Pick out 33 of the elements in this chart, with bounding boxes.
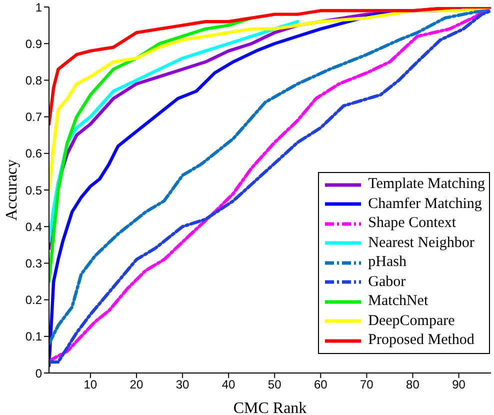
y-tick-label: 0.8 (25, 73, 42, 88)
legend-label: Template Matching (368, 175, 485, 194)
y-tick-label: 0.3 (25, 256, 42, 270)
x-tick-label: 70 (360, 378, 374, 392)
legend-label: pHash (368, 253, 406, 272)
x-tick-label: 40 (222, 378, 236, 392)
x-tick-label: 80 (406, 378, 420, 392)
y-tick-label: 0 (35, 366, 42, 380)
x-tick-label: 60 (314, 378, 328, 392)
legend-label: Nearest Neighbor (368, 234, 474, 252)
x-tick-label: 90 (452, 378, 466, 392)
legend-label: MatchNet (368, 292, 428, 311)
x-axis-title: CMC Rank (233, 400, 307, 415)
legend-label: Proposed Method (368, 331, 474, 350)
y-tick-label: 0.5 (25, 183, 42, 198)
legend-label: DeepCompare (368, 312, 455, 330)
y-tick-label: 0.1 (25, 330, 42, 344)
y-tick-label: 0.9 (25, 36, 42, 51)
y-tick-label: 0.6 (25, 146, 42, 161)
legend-label: Shape Context (368, 214, 456, 233)
x-tick-label: 10 (84, 378, 98, 392)
line-series (49, 7, 491, 192)
y-tick-label: 1 (35, 0, 42, 14)
y-tick-label: 0.7 (25, 110, 42, 124)
legend-label: Chamfer Matching (368, 194, 482, 214)
x-tick-label: 30 (176, 378, 190, 392)
x-tick-label: 50 (268, 378, 282, 392)
x-tick-label: 20 (130, 378, 144, 392)
y-tick-label: 0.2 (25, 293, 42, 308)
y-axis-title: Accuracy (4, 159, 21, 221)
legend-label: Gabor (368, 272, 406, 292)
y-tick-label: 0.4 (25, 220, 42, 234)
line-series (49, 7, 491, 126)
